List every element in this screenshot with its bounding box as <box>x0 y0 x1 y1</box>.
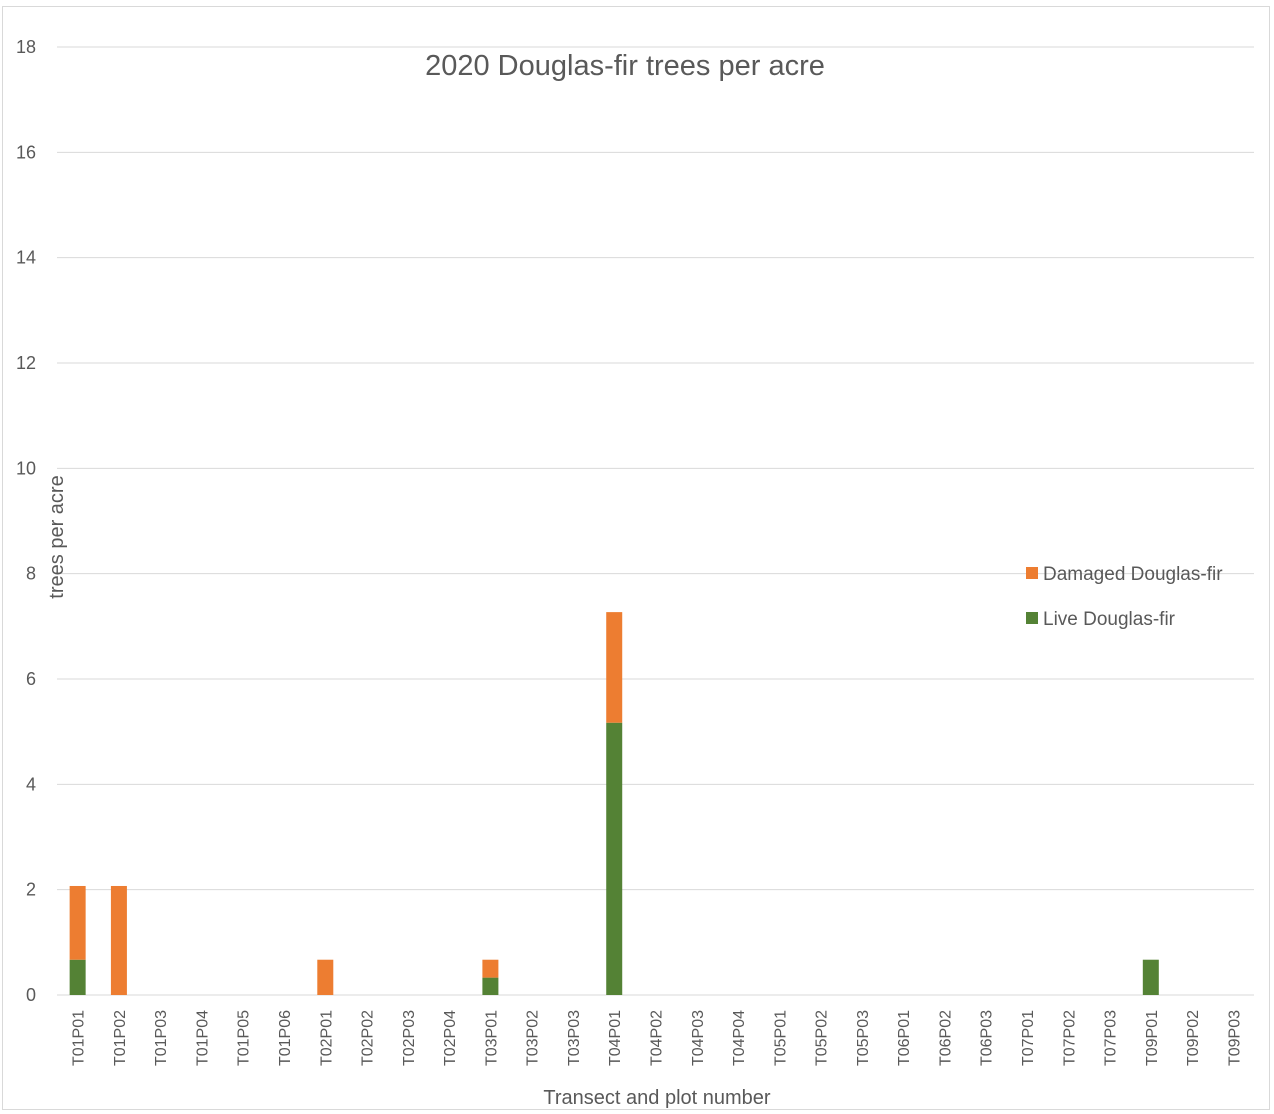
x-tick-label: T02P02 <box>360 1010 377 1066</box>
x-tick-label: T01P06 <box>277 1010 294 1066</box>
x-tick-label: T02P03 <box>401 1010 418 1066</box>
y-tick-label: 18 <box>16 37 36 57</box>
gridlines <box>57 46 1254 996</box>
y-tick-label: 16 <box>16 142 36 162</box>
y-tick-label: 10 <box>16 458 36 478</box>
y-tick-label: 2 <box>26 880 36 900</box>
x-tick-label: T04P01 <box>607 1010 624 1066</box>
x-tick-label: T05P02 <box>814 1010 831 1066</box>
bar-damaged-T01P01 <box>69 885 86 960</box>
x-tick-label: T09P03 <box>1226 1010 1243 1066</box>
x-tick-label: T01P05 <box>236 1010 253 1066</box>
bar-damaged-T04P01 <box>606 612 623 723</box>
x-tick-label: T03P02 <box>525 1010 542 1066</box>
x-tick-label: T03P03 <box>566 1010 583 1066</box>
legend-label-live: Live Douglas-fir <box>1043 609 1176 630</box>
x-tick-label: T07P03 <box>1103 1010 1120 1066</box>
x-tick-label: T07P02 <box>1061 1010 1078 1066</box>
x-tick-label: T04P02 <box>649 1010 666 1066</box>
bar-damaged-T01P02 <box>110 885 127 995</box>
legend-swatch-damaged <box>1026 567 1038 579</box>
y-tick-label: 4 <box>26 774 36 794</box>
bar-live-T03P01 <box>482 977 499 995</box>
x-tick-label: T06P02 <box>937 1010 954 1066</box>
x-tick-label: T03P01 <box>483 1010 500 1066</box>
legend: Damaged Douglas-fir Live Douglas-fir <box>1026 564 1223 630</box>
y-tick-label: 0 <box>26 985 36 1005</box>
x-tick-label: T09P01 <box>1144 1010 1161 1066</box>
y-axis-ticks: 0 2 4 6 8 10 12 14 16 18 <box>16 37 36 1005</box>
bars <box>69 612 1159 995</box>
y-tick-label: 14 <box>16 248 36 268</box>
y-tick-label: 8 <box>26 564 36 584</box>
x-tick-label: T02P01 <box>318 1010 335 1066</box>
bar-damaged-T03P01 <box>482 959 499 978</box>
y-tick-label: 12 <box>16 353 36 373</box>
y-axis-title: trees per acre <box>46 475 68 598</box>
x-tick-label: T04P04 <box>731 1010 748 1066</box>
x-tick-label: T01P04 <box>194 1010 211 1066</box>
x-tick-label: T01P01 <box>71 1010 88 1066</box>
chart-title: 2020 Douglas-fir trees per acre <box>425 50 825 82</box>
y-tick-label: 6 <box>26 669 36 689</box>
bar-live-T01P01 <box>69 959 86 995</box>
x-tick-label: T06P03 <box>979 1010 996 1066</box>
x-tick-label: T06P01 <box>896 1010 913 1066</box>
x-tick-label: T05P01 <box>772 1010 789 1066</box>
bar-live-T04P01 <box>606 722 623 995</box>
x-axis-ticks: T01P01 T01P02 T01P03 T01P04 T01P05 T01P06 T02P… <box>71 1010 1244 1066</box>
x-tick-label: T02P04 <box>442 1010 459 1066</box>
x-tick-label: T04P03 <box>690 1010 707 1066</box>
x-tick-label: T01P02 <box>112 1010 129 1066</box>
legend-swatch-live <box>1026 612 1038 624</box>
x-tick-label: T07P01 <box>1020 1010 1037 1066</box>
legend-label-damaged: Damaged Douglas-fir <box>1043 564 1223 585</box>
bar-damaged-T02P01 <box>317 959 334 995</box>
x-tick-label: T05P03 <box>855 1010 872 1066</box>
chart-frame <box>2 6 1270 1110</box>
bar-live-T09P01 <box>1142 959 1159 995</box>
x-tick-label: T01P03 <box>153 1010 170 1066</box>
x-tick-label: T09P02 <box>1185 1010 1202 1066</box>
x-axis-title: Transect and plot number <box>543 1087 770 1109</box>
